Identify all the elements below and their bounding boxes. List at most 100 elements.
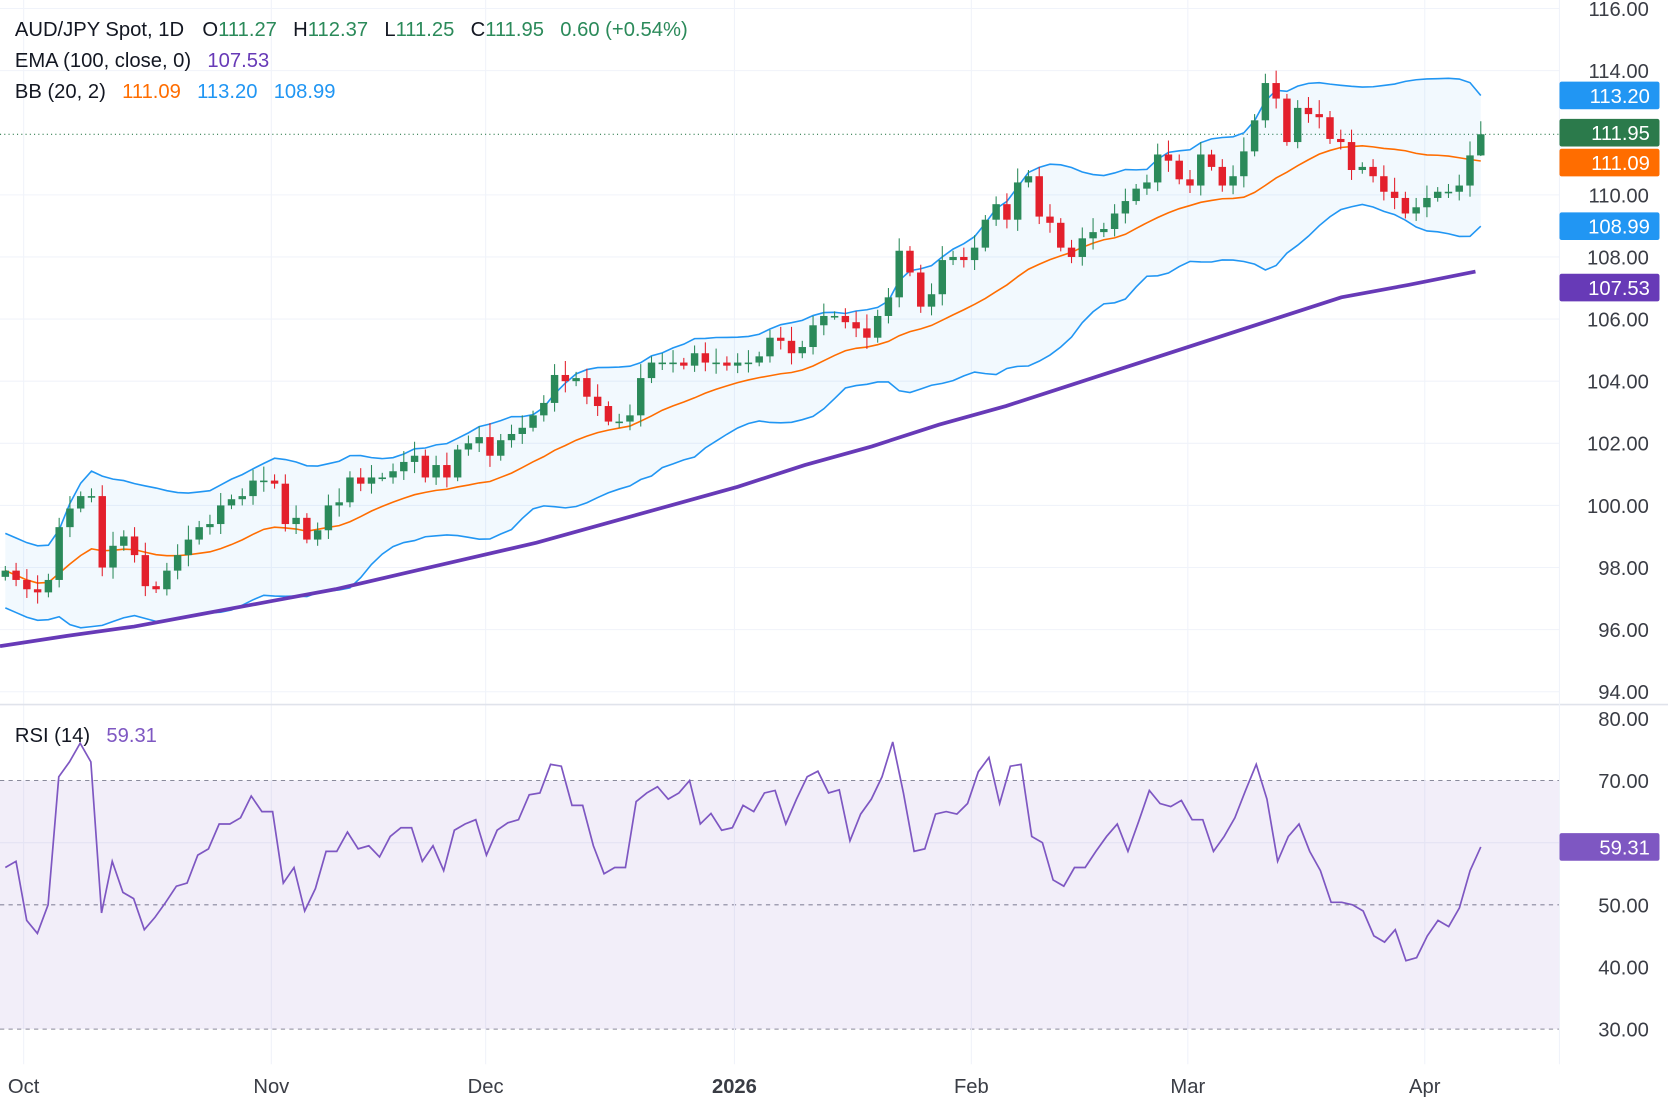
close-label: C — [471, 19, 486, 41]
candle-up — [970, 247, 979, 261]
candle-down — [1175, 160, 1183, 180]
time-tick-label: 2026 — [712, 1076, 757, 1098]
candle-down — [270, 480, 279, 484]
candle-down — [701, 353, 710, 363]
rsi-line-path — [4, 741, 1482, 962]
price-tag: 108.99 — [1588, 217, 1650, 239]
rsi-value-tag-bg — [1559, 833, 1660, 861]
candle-down — [1057, 222, 1065, 248]
candle-up — [195, 527, 203, 540]
price-axis[interactable]: 116.00 114.00 110.00 108.00 106.00 104.00 102.… — [1587, 0, 1649, 1042]
candle-up — [432, 465, 440, 478]
candle-up — [497, 440, 505, 456]
rsi-value: 59.31 — [106, 725, 157, 747]
time-tick-label: Feb — [954, 1076, 989, 1098]
candle-up — [755, 356, 763, 363]
rsi-tick-label: 70.00 — [1598, 771, 1649, 793]
candle-up — [410, 455, 419, 462]
candle-up — [884, 297, 893, 316]
close-value: 111.95 — [485, 19, 544, 41]
bollinger-bands — [5, 77, 1482, 629]
candle-down — [1272, 83, 1280, 99]
rsi-tick-label: 40.00 — [1598, 957, 1649, 979]
time-tick-label: Nov — [253, 1076, 290, 1098]
candle-up — [626, 415, 634, 422]
price-tag-bg — [1559, 81, 1660, 110]
ema-value: 107.53 — [207, 50, 269, 72]
candle-down — [98, 496, 106, 568]
candle-down — [12, 570, 20, 580]
candle-up — [453, 449, 462, 478]
candle-down — [1304, 107, 1313, 115]
candle-up — [238, 496, 246, 500]
candle-down — [906, 250, 914, 273]
candle-down — [1337, 138, 1345, 143]
candle-up — [1261, 83, 1270, 121]
candles — [1, 70, 1485, 604]
price-tick-label: 94.00 — [1598, 682, 1649, 704]
price-tick-label: 108.00 — [1587, 247, 1649, 269]
candle-up — [1100, 229, 1108, 233]
grid-lines — [0, 0, 1560, 1065]
candle-up — [507, 433, 516, 441]
bb-legend[interactable]: BB (20, 2) 111.09 113.20 108.99 — [15, 81, 336, 103]
rsi-legend[interactable]: RSI (14) 59.31 — [15, 725, 157, 747]
price-tag-bg — [1559, 212, 1660, 241]
candle-up — [1110, 213, 1119, 230]
candle-up — [292, 517, 300, 525]
candle-up — [744, 362, 753, 365]
candle-down — [1046, 216, 1054, 223]
price-tag: 111.95 — [1591, 123, 1650, 145]
candle-up — [798, 347, 807, 354]
candle-up — [540, 402, 548, 416]
candle-up — [1412, 207, 1420, 214]
candle-up — [1121, 201, 1130, 214]
price-tag: 107.53 — [1588, 278, 1650, 300]
candle-up — [1089, 232, 1097, 239]
candle-up — [669, 362, 677, 365]
candle-up — [206, 524, 214, 528]
candle-up — [927, 294, 936, 307]
candle-down — [1380, 176, 1388, 192]
candle-down — [863, 328, 871, 338]
candle-down — [281, 483, 290, 525]
candle-up — [637, 378, 645, 416]
candle-up — [1466, 155, 1474, 186]
candle-down — [152, 586, 160, 590]
open-label: O — [202, 19, 218, 41]
symbol-label: AUD/JPY Spot, 1D — [15, 19, 184, 41]
candle-up — [1444, 191, 1453, 194]
candle-up — [1423, 197, 1431, 208]
candle-up — [1197, 154, 1205, 186]
candle-up — [981, 219, 990, 248]
candle-up — [550, 374, 559, 403]
time-axis[interactable]: Oct Nov Dec 2026 Feb Mar Apr — [8, 1076, 1441, 1098]
bb-fill — [5, 78, 1481, 628]
price-tick-label: 116.00 — [1589, 0, 1649, 21]
candle-down — [561, 374, 570, 382]
price-tag-bg — [1559, 148, 1660, 177]
price-tick-label: 100.00 — [1587, 496, 1649, 518]
high-label: H — [293, 19, 308, 41]
candle-down — [1218, 166, 1227, 186]
open-value: 111.27 — [218, 19, 277, 41]
candle-up — [260, 480, 268, 483]
candle-down — [1283, 98, 1291, 143]
candle-down — [1003, 204, 1011, 220]
candle-down — [356, 477, 365, 484]
ema-legend[interactable]: EMA (100, close, 0) 107.53 — [15, 50, 269, 72]
candle-up — [464, 443, 473, 450]
candle-up — [1240, 151, 1248, 177]
price-tick-label: 102.00 — [1587, 434, 1649, 456]
candle-down — [852, 322, 860, 329]
candle-up — [76, 496, 85, 509]
candle-down — [1035, 176, 1043, 217]
candle-down — [141, 555, 150, 587]
candle-up — [1078, 238, 1087, 257]
candle-up — [1143, 182, 1151, 189]
candle-up — [766, 337, 774, 357]
ema-100-line — [0, 269, 1476, 648]
bb-lower-value: 108.99 — [274, 81, 336, 103]
candle-up — [163, 570, 171, 590]
